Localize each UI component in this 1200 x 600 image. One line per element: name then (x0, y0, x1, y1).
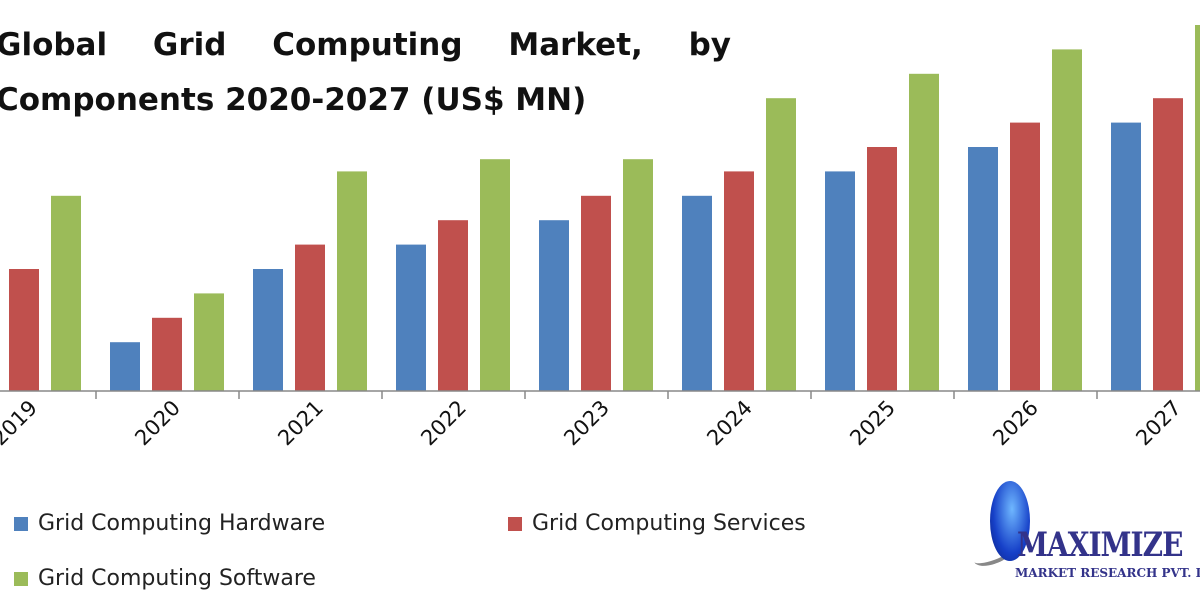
bar (724, 171, 754, 391)
logo-brand: MAXIMIZE (1017, 524, 1183, 565)
bar (968, 147, 998, 391)
bar (253, 269, 283, 391)
legend-item-services: Grid Computing Services (508, 511, 806, 536)
bar (480, 159, 510, 391)
logo-subtitle: MARKET RESEARCH PVT. LTD. (1015, 566, 1200, 580)
bar (1111, 122, 1141, 391)
bar (438, 220, 468, 391)
bar (1052, 49, 1082, 392)
x-tick-label: 2025 (845, 396, 900, 451)
legend-label: Grid Computing Software (38, 566, 316, 591)
x-tick-label: 2022 (416, 396, 471, 451)
x-tick-label: 2024 (702, 396, 757, 451)
x-tick-label: 2020 (130, 396, 185, 451)
title-word: Market, (508, 27, 643, 63)
bar (867, 147, 897, 391)
title-line-2: Components 2020-2027 (US$ MN) (0, 82, 587, 118)
legend-swatch (508, 516, 522, 531)
bar (1010, 122, 1040, 391)
bar (539, 220, 569, 391)
title-word: Computing (272, 27, 463, 63)
bar (909, 73, 939, 392)
bar (825, 171, 855, 391)
bar (766, 98, 796, 391)
bar (337, 171, 367, 391)
bar (110, 342, 140, 391)
x-tick-label: 2021 (273, 396, 328, 451)
legend-label: Grid Computing Services (532, 511, 806, 536)
bar (1195, 25, 1200, 391)
title-word: by (688, 27, 731, 63)
legend-label: Grid Computing Hardware (38, 511, 326, 536)
x-tick-label: 2019 (0, 396, 42, 451)
bar (623, 159, 653, 391)
globe-icon (990, 481, 1030, 561)
legend-item-hardware: Grid Computing Hardware (14, 511, 325, 536)
title-word: Global (0, 27, 108, 63)
bar (152, 317, 182, 391)
bar (581, 195, 611, 391)
bar (1153, 98, 1183, 391)
bar (194, 293, 224, 391)
bar (295, 244, 325, 391)
bar (396, 244, 426, 391)
x-tick-label: 2027 (1131, 396, 1186, 451)
company-logo: MAXIMIZE MARKET RESEARCH PVT. LTD. (965, 478, 1200, 588)
chart-title: Global Grid Computing Market, by Compone… (0, 18, 731, 128)
bar (9, 269, 39, 391)
x-tick-label: 2023 (559, 396, 614, 451)
legend-swatch (14, 516, 28, 531)
bar (682, 195, 712, 391)
bar (51, 195, 81, 391)
legend-item-software: Grid Computing Software (14, 566, 316, 591)
legend-swatch (14, 571, 28, 586)
title-word: Grid (152, 27, 227, 63)
x-tick-label: 2026 (988, 396, 1043, 451)
